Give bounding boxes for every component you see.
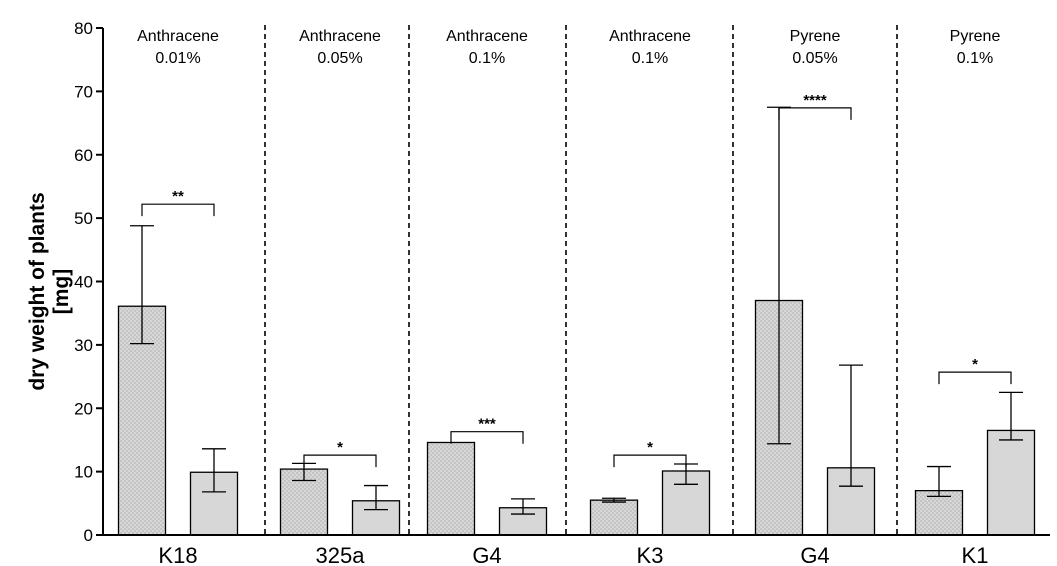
concentration-label: 0.1%: [632, 50, 668, 67]
concentration-label: 0.05%: [317, 50, 362, 67]
y-tick-label: 20: [74, 399, 93, 418]
significance-label: **: [172, 188, 184, 205]
bar-k18-dotted: [117, 305, 167, 536]
treatment-label: Pyrene: [790, 28, 841, 45]
significance-label: ****: [803, 92, 827, 109]
y-axis-title: dry weight of plants[mg]: [26, 192, 73, 390]
category-label: G4: [800, 543, 829, 566]
category-label: K3: [637, 543, 664, 566]
concentration-label: 0.1%: [469, 50, 505, 67]
group-separators: [264, 25, 898, 535]
treatment-label: Anthracene: [299, 28, 381, 45]
y-tick-label: 10: [74, 463, 93, 482]
bar-g4-dotted: [426, 441, 476, 536]
significance-bracket: [141, 203, 215, 217]
significance-label: *: [647, 439, 653, 456]
significance-bracket: [450, 431, 524, 444]
treatment-label: Anthracene: [446, 28, 528, 45]
y-tick-label: 30: [74, 336, 93, 355]
category-label: G4: [472, 543, 501, 566]
treatment-label: Pyrene: [950, 28, 1001, 45]
y-tick-label: 60: [74, 146, 93, 165]
significance-brackets: [141, 107, 1012, 468]
category-label: K18: [158, 543, 197, 566]
y-tick-label: 70: [74, 82, 93, 101]
treatment-label: Anthracene: [137, 28, 219, 45]
significance-bracket: [938, 371, 1012, 385]
bar-k3-dotted: [589, 499, 639, 536]
significance-label: *: [337, 439, 343, 456]
significance-label: *: [972, 356, 978, 373]
treatment-label: Anthracene: [609, 28, 691, 45]
axes: [96, 27, 1050, 536]
y-tick-label: 0: [84, 526, 93, 545]
significance-label: ***: [478, 416, 496, 433]
y-tick-label: 50: [74, 209, 93, 228]
concentration-label: 0.05%: [792, 50, 837, 67]
labels: 0 10 20 30 40 50 60 70 80 dry weight of plants[mg…: [26, 19, 1000, 566]
category-label: 325a: [316, 543, 366, 566]
significance-bracket: [613, 454, 687, 468]
concentration-label: 0.1%: [957, 50, 993, 67]
y-tick-label: 80: [74, 19, 93, 38]
significance-bracket: [303, 454, 377, 468]
category-label: K1: [962, 543, 989, 566]
y-tick-label: 40: [74, 273, 93, 292]
bar-k1-dotted: [914, 489, 964, 536]
significance-bracket: [778, 107, 852, 120]
bar-k1-solid: [986, 429, 1036, 536]
concentration-label: 0.01%: [155, 50, 200, 67]
error-bars: [130, 106, 1023, 515]
